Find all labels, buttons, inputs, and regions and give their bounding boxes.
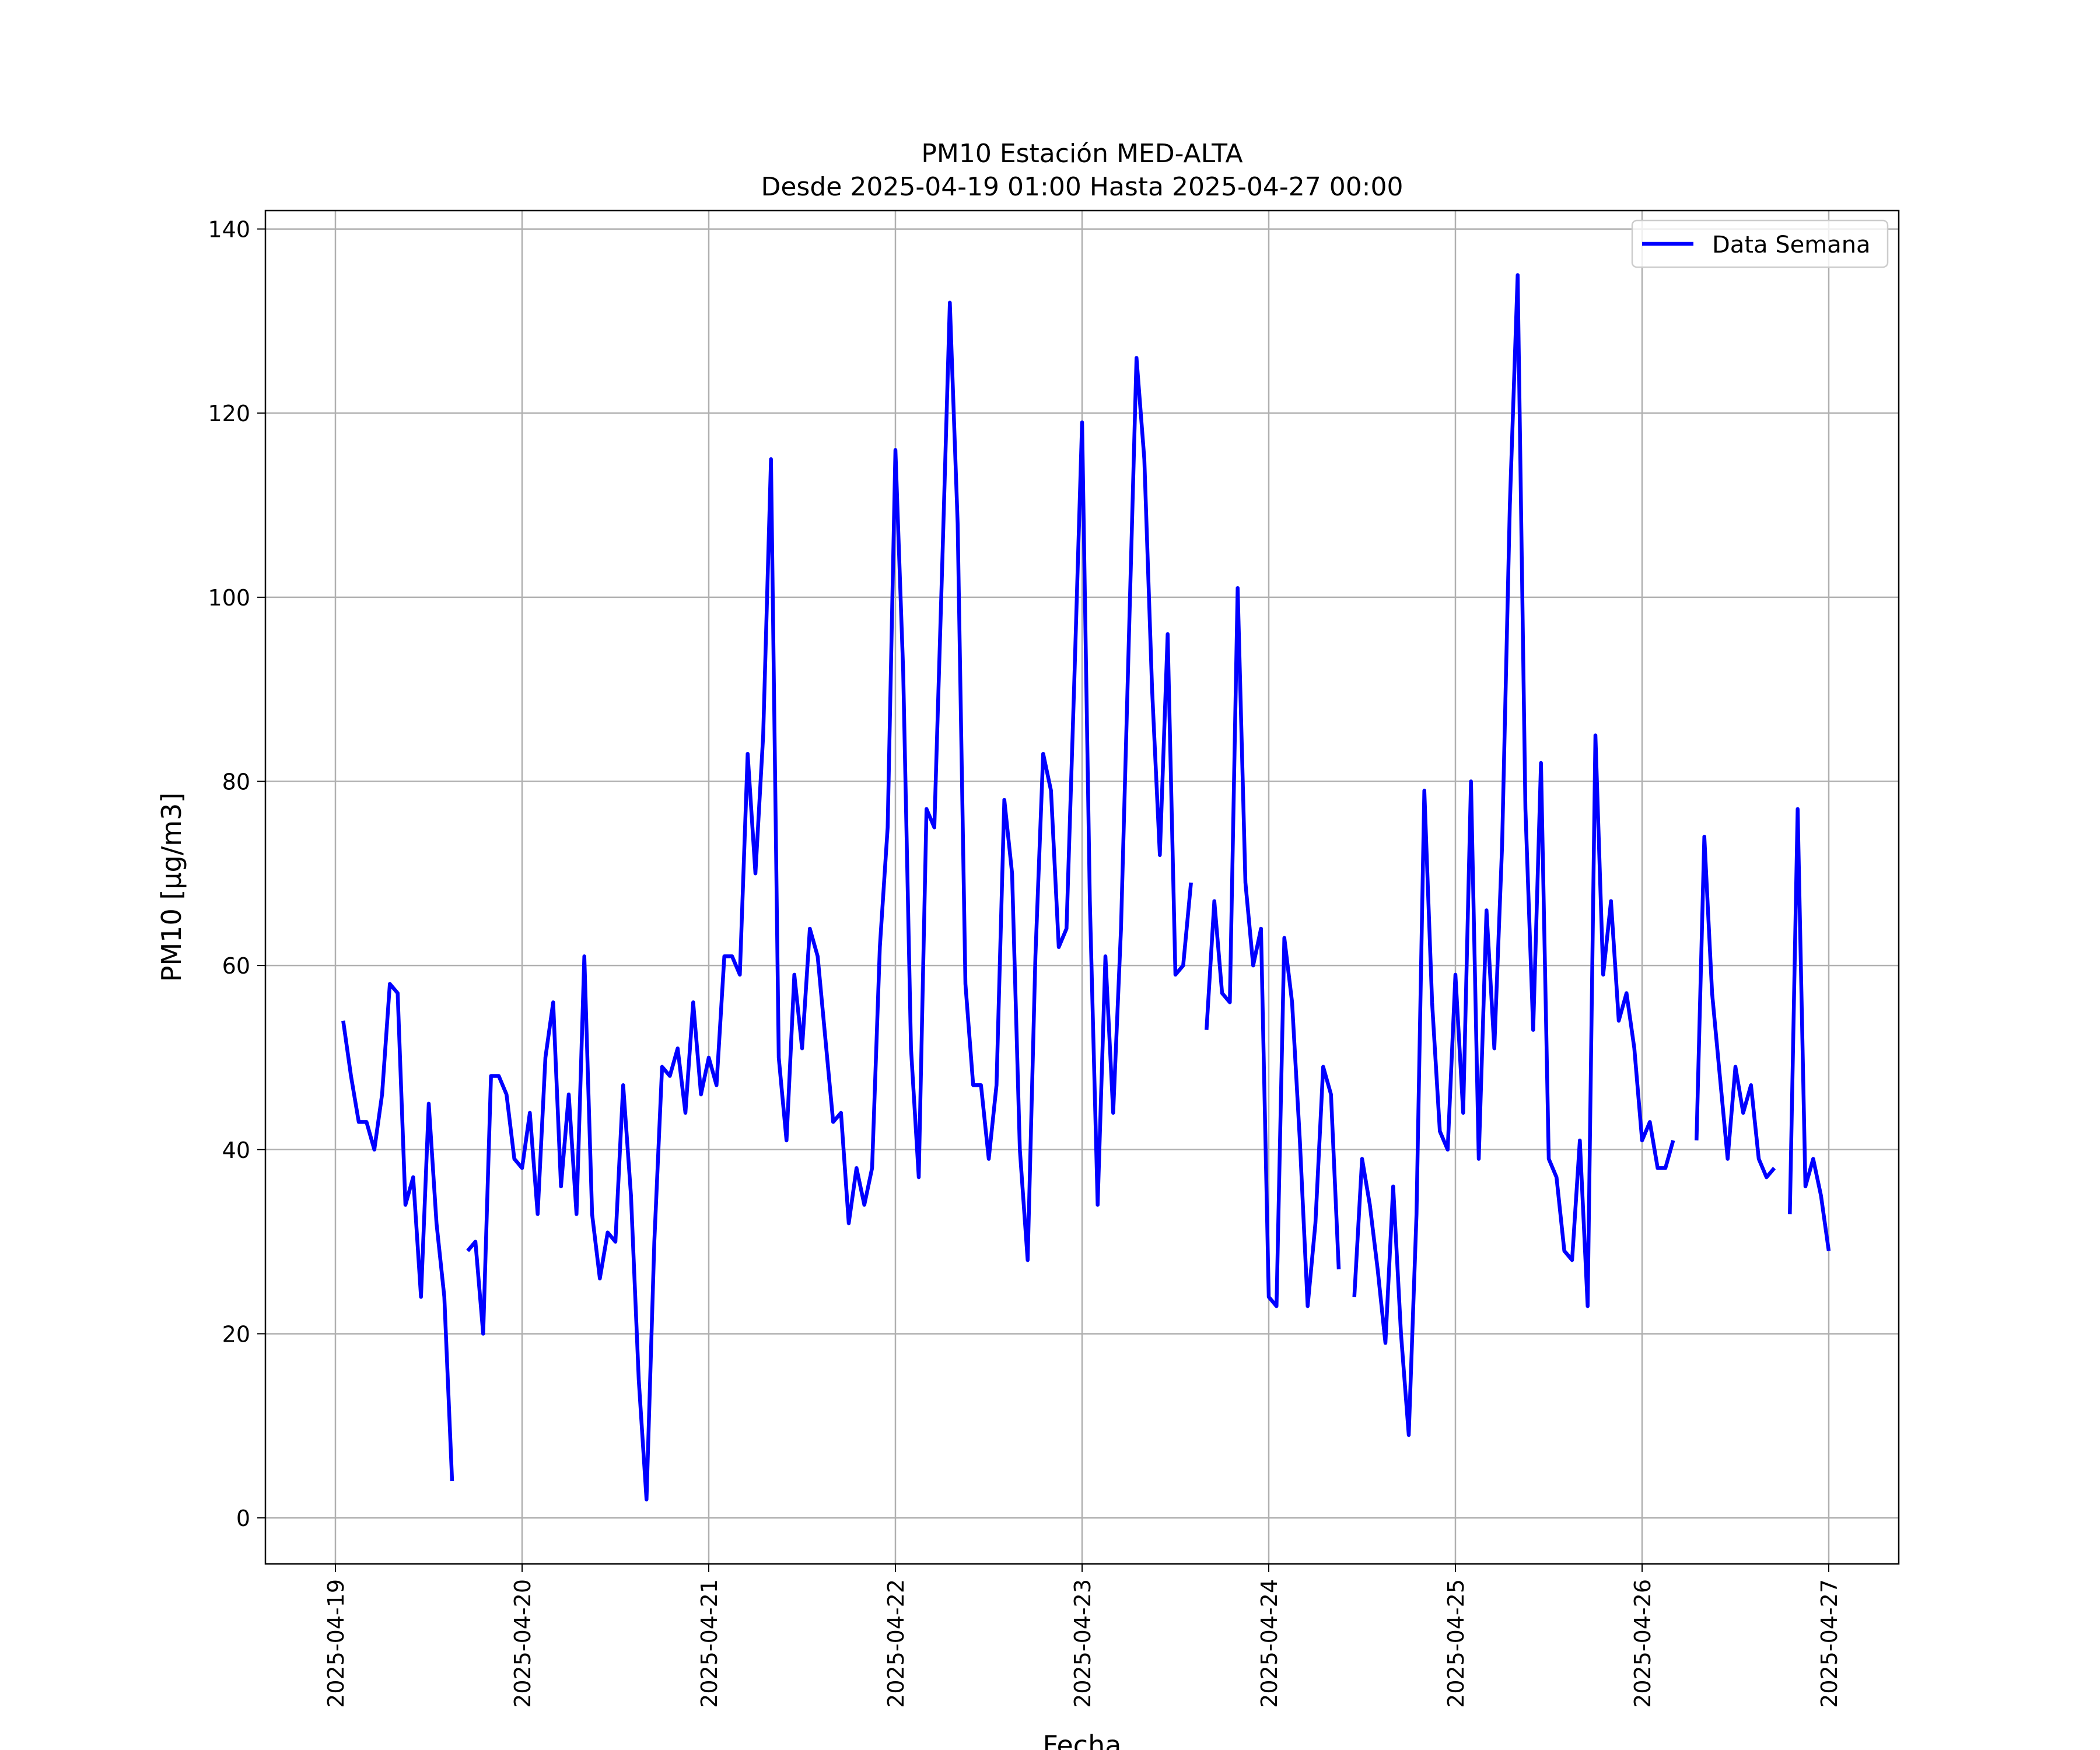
legend: Data Semana	[1631, 219, 1889, 268]
x-tick-label: 2025-04-23	[1070, 1579, 1096, 1708]
y-tick-label: 80	[222, 769, 250, 795]
x-tick-label: 2025-04-24	[1256, 1579, 1282, 1708]
x-tick-label: 2025-04-21	[696, 1579, 722, 1708]
x-tick-label: 2025-04-27	[1817, 1579, 1842, 1708]
y-axis: 0 20 40 60 80 100 120 140	[208, 217, 265, 1531]
x-tick-label: 2025-04-19	[323, 1579, 349, 1708]
grid-lines	[265, 211, 1899, 1564]
x-axis: 2025-04-19 2025-04-20 2025-04-21 2025-04-22…	[323, 1564, 1842, 1708]
chart-title: PM10 Estación MED-ALTA	[921, 139, 1242, 169]
chart-subtitle: Desde 2025-04-19 01:00 Hasta 2025-04-27 …	[761, 172, 1403, 202]
series-line	[341, 273, 1831, 1502]
y-tick-label: 140	[208, 217, 250, 243]
x-axis-label: Fecha	[1043, 1730, 1122, 1750]
series-layer	[341, 273, 1831, 1502]
y-tick-label: 20	[222, 1321, 250, 1347]
x-tick-label: 2025-04-20	[510, 1579, 536, 1708]
x-tick-label: 2025-04-25	[1443, 1579, 1469, 1708]
y-tick-label: 60	[222, 953, 250, 979]
y-tick-label: 100	[208, 585, 250, 611]
y-tick-label: 40	[222, 1138, 250, 1163]
x-tick-label: 2025-04-22	[883, 1579, 909, 1708]
legend-label: Data Semana	[1712, 232, 1871, 258]
y-tick-label: 120	[208, 401, 250, 426]
x-tick-label: 2025-04-26	[1630, 1579, 1656, 1708]
legend-box	[1631, 219, 1889, 268]
y-axis-label: PM10 [µg/m3]	[156, 793, 187, 982]
y-tick-label: 0	[236, 1506, 250, 1531]
